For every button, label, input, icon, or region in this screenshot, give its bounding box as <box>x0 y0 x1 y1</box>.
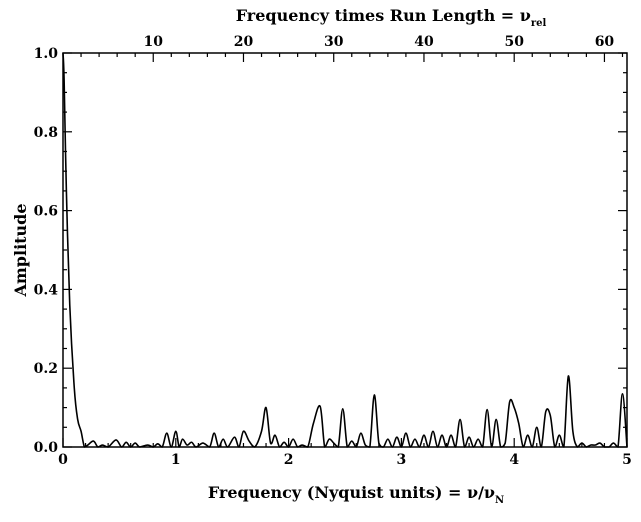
x-axis-title: Frequency (Nyquist units) = ν/νN <box>208 483 504 506</box>
x2-axis-ticks: 10 20 30 40 50 60 <box>80 34 624 62</box>
y-axis-ticks: 0.0 0.2 0.4 0.6 0.8 1.0 <box>34 46 627 456</box>
y-tick-label: 0.8 <box>34 125 58 141</box>
series-line <box>62 52 628 448</box>
x2-axis-title: Frequency times Run Length = νrel <box>236 6 547 29</box>
y-axis-title: Amplitude <box>11 203 30 297</box>
x2-axis-title-sub: rel <box>531 18 547 29</box>
x-axis-title-main: Frequency (Nyquist units) = ν/ν <box>208 483 495 502</box>
x2-axis-title-main: Frequency times Run Length = ν <box>236 6 531 25</box>
y-tick-label: 0.2 <box>34 361 58 377</box>
x2-tick-label: 10 <box>143 34 163 50</box>
plot-area: 0.0 0.2 0.4 0.6 0.8 1.0 0 1 2 3 4 5 10 20 30 40 50 60 <box>34 34 632 468</box>
x-tick-label: 2 <box>284 452 294 468</box>
x-axis-title-sub: N <box>495 495 504 506</box>
x-tick-label: 0 <box>58 452 68 468</box>
x2-tick-label: 50 <box>504 34 524 50</box>
x2-tick-label: 30 <box>324 34 344 50</box>
x-tick-label: 3 <box>397 452 407 468</box>
y-tick-label: 0.0 <box>34 440 59 456</box>
x-tick-label: 5 <box>622 452 632 468</box>
y-tick-label: 0.4 <box>34 282 59 298</box>
y-tick-label: 1.0 <box>34 46 59 62</box>
y-tick-label: 0.6 <box>34 204 58 220</box>
x2-tick-label: 40 <box>414 34 434 50</box>
x2-tick-label: 20 <box>234 34 254 50</box>
x2-tick-label: 60 <box>595 34 615 50</box>
x-axis-ticks: 0 1 2 3 4 5 <box>58 438 632 468</box>
x-tick-label: 4 <box>509 452 519 468</box>
x-tick-label: 1 <box>171 452 181 468</box>
plot-frame <box>62 52 628 448</box>
